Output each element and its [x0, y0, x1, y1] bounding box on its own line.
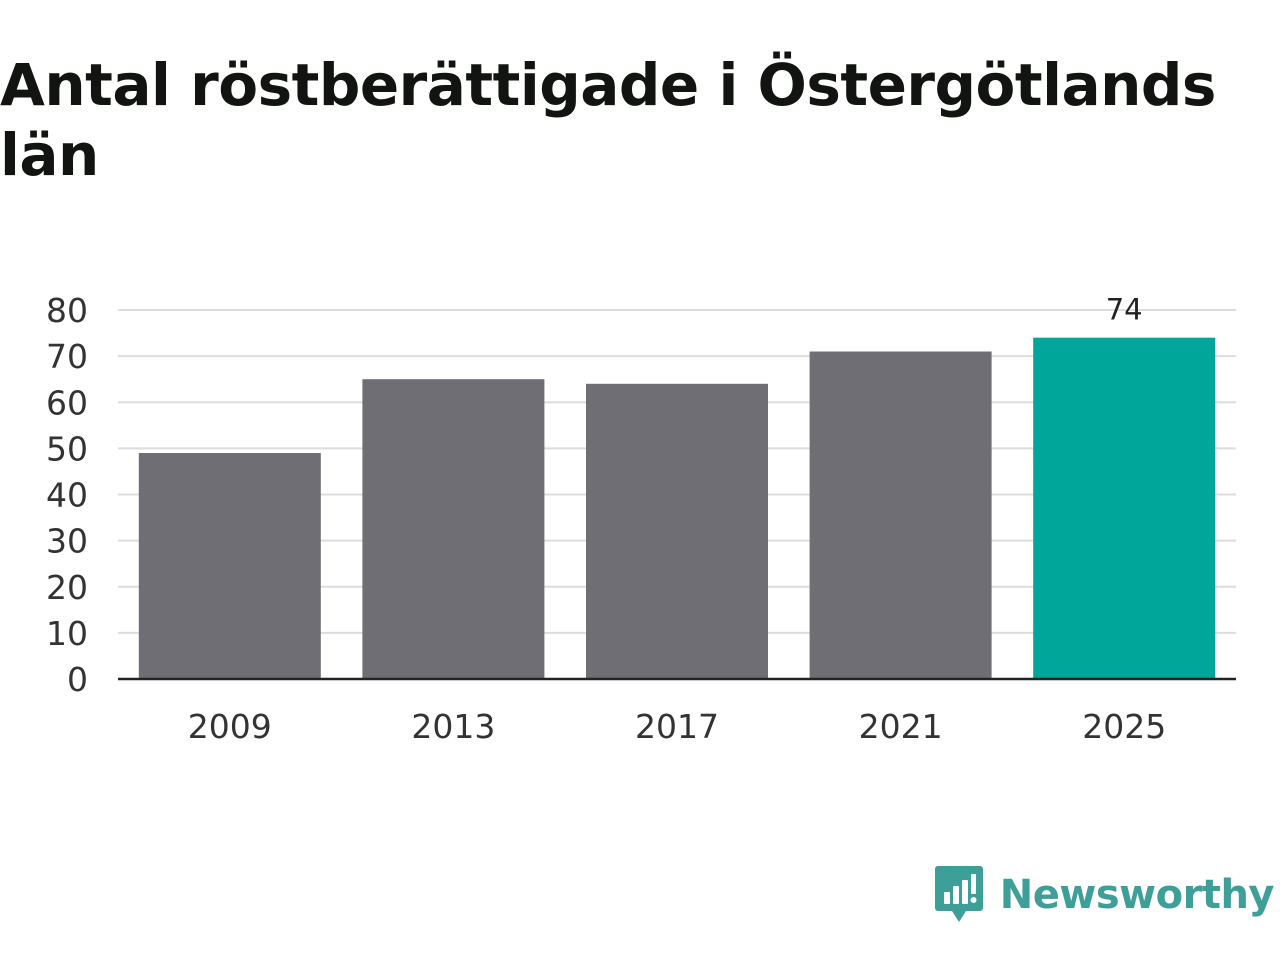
- y-axis-ticks: 0 10 20 30 40 50 60 70 80: [46, 291, 88, 699]
- newsworthy-logo-icon: [934, 866, 983, 922]
- x-tick-label: 2009: [188, 707, 272, 746]
- bar-2013: [362, 379, 545, 679]
- x-tick-label: 2013: [411, 707, 495, 746]
- x-tick-label: 2017: [635, 707, 719, 746]
- data-label-2025: 74: [1106, 293, 1143, 327]
- y-tick-label: 30: [46, 522, 88, 561]
- y-tick-label: 40: [46, 476, 88, 515]
- y-tick-label: 60: [46, 383, 88, 422]
- bar-2009: [138, 452, 321, 679]
- y-tick-label: 70: [46, 337, 88, 376]
- data-labels: 74: [1106, 293, 1143, 327]
- y-tick-label: 50: [46, 429, 88, 468]
- x-tick-label: 2021: [859, 707, 943, 746]
- newsworthy-logo-text: Newsworthy: [999, 872, 1275, 918]
- x-axis-ticks: 2009 2013 2017 2021 2025: [188, 707, 1166, 746]
- bar-2017: [586, 383, 768, 679]
- bar-2021: [809, 351, 992, 679]
- chart-title: Antal röstberättigade i Östergötlands lä…: [0, 51, 1216, 189]
- y-tick-label: 20: [46, 568, 88, 607]
- bar-2025: [1033, 337, 1216, 679]
- newsworthy-logo: Newsworthy: [934, 864, 1275, 926]
- y-tick-label: 80: [46, 291, 88, 330]
- bars: [138, 337, 1216, 679]
- y-tick-label: 0: [67, 660, 88, 699]
- x-tick-label: 2025: [1082, 707, 1166, 746]
- y-tick-label: 10: [46, 614, 88, 653]
